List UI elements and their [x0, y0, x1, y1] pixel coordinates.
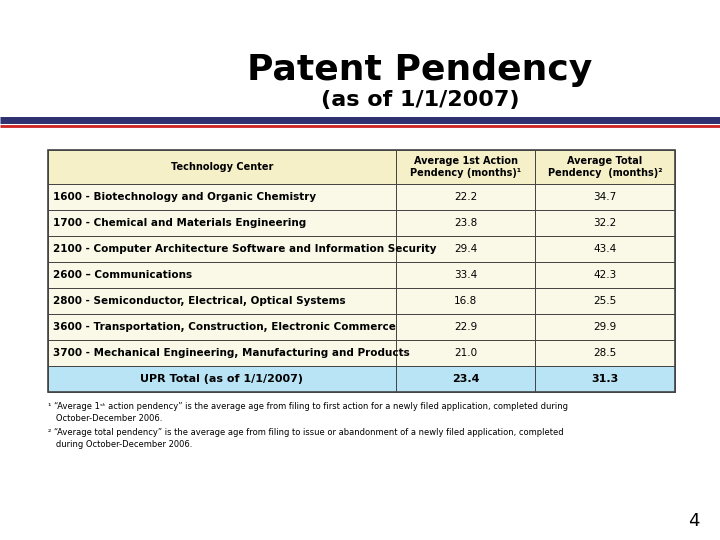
Text: 1700 - Chemical and Materials Engineering: 1700 - Chemical and Materials Engineerin…	[53, 218, 306, 228]
Text: 33.4: 33.4	[454, 270, 477, 280]
Text: 23.8: 23.8	[454, 218, 477, 228]
Bar	[535, 184, 675, 210]
Text: Average 1st Action
Pendency (months)¹: Average 1st Action Pendency (months)¹	[410, 156, 521, 178]
Text: 31.3: 31.3	[591, 374, 618, 384]
Text: (as of 1/1/2007): (as of 1/1/2007)	[320, 90, 519, 110]
Text: 25.5: 25.5	[593, 296, 617, 306]
Text: Average Total
Pendency  (months)²: Average Total Pendency (months)²	[548, 156, 662, 178]
Bar	[535, 314, 675, 340]
Bar	[535, 210, 675, 236]
Text: 22.2: 22.2	[454, 192, 477, 202]
Text: Technology Center: Technology Center	[171, 162, 273, 172]
Bar	[535, 236, 675, 262]
Text: 32.2: 32.2	[593, 218, 617, 228]
Text: 2800 - Semiconductor, Electrical, Optical Systems: 2800 - Semiconductor, Electrical, Optica…	[53, 296, 346, 306]
Bar	[535, 288, 675, 314]
Bar	[396, 236, 535, 262]
Bar	[48, 184, 396, 210]
Text: 42.3: 42.3	[593, 270, 617, 280]
Bar	[48, 262, 396, 288]
Text: 4: 4	[688, 512, 700, 530]
Bar	[48, 366, 396, 392]
Bar	[535, 340, 675, 366]
Text: 2100 - Computer Architecture Software and Information Security: 2100 - Computer Architecture Software an…	[53, 244, 436, 254]
Bar	[48, 150, 396, 184]
Bar	[396, 288, 535, 314]
Text: 16.8: 16.8	[454, 296, 477, 306]
Bar	[396, 210, 535, 236]
Text: 3700 - Mechanical Engineering, Manufacturing and Products: 3700 - Mechanical Engineering, Manufactu…	[53, 348, 410, 358]
Text: 1600 - Biotechnology and Organic Chemistry: 1600 - Biotechnology and Organic Chemist…	[53, 192, 316, 202]
Bar	[396, 314, 535, 340]
Text: 28.5: 28.5	[593, 348, 617, 358]
Bar	[48, 340, 396, 366]
Text: 43.4: 43.4	[593, 244, 617, 254]
Text: 23.4: 23.4	[452, 374, 480, 384]
Text: ¹ “Average 1ˢᵗ action pendency” is the average age from filing to first action f: ¹ “Average 1ˢᵗ action pendency” is the a…	[48, 402, 568, 423]
Text: 21.0: 21.0	[454, 348, 477, 358]
Text: ² “Average total pendency” is the average age from filing to issue or abandonmen: ² “Average total pendency” is the averag…	[48, 428, 564, 449]
Text: 29.4: 29.4	[454, 244, 477, 254]
Bar	[48, 288, 396, 314]
Bar	[48, 314, 396, 340]
Bar	[396, 366, 535, 392]
Bar	[396, 340, 535, 366]
Bar	[48, 236, 396, 262]
Text: 2600 – Communications: 2600 – Communications	[53, 270, 192, 280]
Bar	[535, 262, 675, 288]
Text: Patent Pendency: Patent Pendency	[248, 53, 593, 87]
Bar	[396, 184, 535, 210]
Bar	[396, 262, 535, 288]
Text: 3600 - Transportation, Construction, Electronic Commerce: 3600 - Transportation, Construction, Ele…	[53, 322, 396, 332]
Text: 22.9: 22.9	[454, 322, 477, 332]
Bar	[48, 150, 675, 392]
Bar	[396, 150, 535, 184]
Text: 29.9: 29.9	[593, 322, 617, 332]
Bar	[48, 210, 396, 236]
Text: UPR Total (as of 1/1/2007): UPR Total (as of 1/1/2007)	[140, 374, 304, 384]
Bar	[535, 366, 675, 392]
Bar	[535, 150, 675, 184]
Text: 34.7: 34.7	[593, 192, 617, 202]
